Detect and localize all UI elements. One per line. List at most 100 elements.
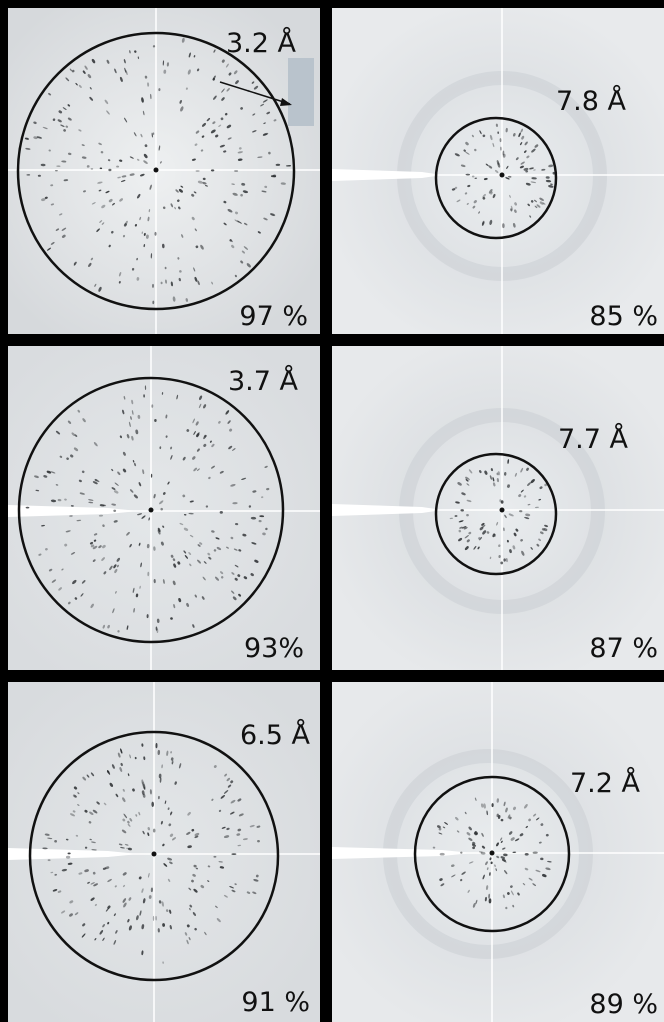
diffraction-spot (533, 169, 536, 171)
diffraction-spot (479, 130, 482, 135)
diffraction-spot (519, 833, 524, 837)
diffraction-spot (156, 628, 159, 634)
diffraction-spot (197, 559, 201, 564)
diffraction-spot (58, 110, 63, 114)
diffraction-spot (162, 961, 164, 964)
diffraction-spot (134, 756, 137, 760)
diffraction-spot (124, 117, 128, 123)
diffraction-spot (123, 813, 128, 819)
diffraction-spot (246, 891, 251, 894)
diffraction-spot (149, 184, 152, 190)
diffraction-spot (525, 170, 529, 173)
diffraction-spot (482, 196, 486, 200)
diffraction-spot (81, 470, 85, 474)
diffraction-spot (159, 161, 162, 164)
diffraction-spot (129, 543, 132, 548)
diffraction-spot (170, 203, 174, 208)
diffraction-spot (266, 487, 270, 491)
diffraction-spot (215, 134, 219, 138)
diffraction-spot (115, 930, 118, 934)
diffraction-spot (510, 208, 513, 212)
diffraction-spot (61, 910, 66, 914)
diffraction-spot (48, 149, 51, 152)
diffraction-spot (536, 543, 540, 547)
diffraction-spot (73, 786, 78, 790)
diffraction-spot (456, 199, 461, 203)
diffraction-spot (549, 183, 553, 186)
diffraction-spot (492, 477, 495, 482)
diffraction-spot (152, 828, 156, 833)
diffraction-spot (127, 823, 131, 827)
diffraction-spot (62, 107, 67, 111)
diffraction-spot (203, 434, 207, 440)
diffraction-spot (103, 571, 107, 575)
diffraction-spot (102, 524, 105, 528)
diffraction-spot (230, 536, 234, 540)
diffraction-spot (191, 828, 195, 832)
diffraction-spot (61, 227, 67, 231)
diffraction-spot (82, 418, 86, 423)
diffraction-spot (208, 476, 211, 480)
diffraction-spot (463, 149, 466, 152)
diffraction-spot (67, 420, 72, 424)
diffraction-spot (202, 177, 206, 181)
diffraction-spot (183, 550, 187, 554)
diffraction-spot (472, 903, 476, 908)
diffraction-spot (542, 874, 547, 878)
diffraction-spot (240, 107, 243, 110)
diffraction-spot (543, 528, 548, 532)
diffraction-spot (489, 219, 493, 225)
diffraction-spot (67, 862, 73, 865)
diffraction-spot (467, 184, 471, 188)
diffraction-spot (163, 863, 168, 867)
diffraction-spot (35, 489, 40, 492)
diffraction-spot (528, 877, 533, 881)
diffraction-spot (486, 810, 489, 816)
diffraction-spot (133, 462, 137, 467)
diffraction-spot (468, 826, 472, 831)
diffraction-spot (194, 276, 198, 282)
diffraction-spot (545, 179, 552, 183)
diffraction-spot (173, 604, 176, 609)
diffraction-spot (127, 847, 133, 851)
diffraction-spot (220, 576, 224, 579)
diffraction-spot (161, 391, 164, 395)
diffraction-spot (547, 860, 552, 863)
diffraction-spot (458, 520, 463, 523)
diffraction-spot (238, 147, 242, 150)
diffraction-spot (54, 840, 58, 843)
diffraction-spot (195, 170, 200, 172)
diffraction-spot (54, 170, 58, 172)
diffraction-spot (195, 867, 199, 870)
diffraction-spot (512, 904, 515, 908)
diffraction-spot (119, 198, 123, 202)
diffraction-spot (226, 124, 232, 129)
diffraction-spot (132, 788, 135, 792)
diffraction-spot (492, 482, 496, 487)
diffraction-spot (471, 843, 477, 847)
diffraction-spot (90, 257, 94, 261)
diffraction-spot (530, 200, 534, 203)
diffraction-spot (460, 164, 466, 168)
diffraction-spot (203, 404, 207, 409)
diffraction-spot (216, 918, 221, 923)
diffraction-spot (219, 511, 223, 514)
diffraction-spot (115, 793, 119, 798)
diffraction-spot (60, 124, 65, 127)
diffraction-spot (262, 532, 266, 536)
diffraction-spot (257, 840, 260, 843)
diffraction-spot (524, 516, 530, 520)
diffraction-spot (162, 525, 165, 528)
diffraction-spot (78, 479, 82, 483)
diffraction-spot (548, 185, 554, 188)
diffraction-spot (150, 93, 152, 100)
diffraction-spot (511, 890, 514, 896)
diffraction-spot (91, 202, 96, 205)
diffraction-spot (135, 814, 138, 817)
diffraction-spot (107, 159, 111, 162)
diffraction-spot (179, 99, 182, 104)
diffraction-spot (223, 790, 229, 794)
diffraction-spot (172, 580, 176, 586)
diffraction-spot (186, 924, 190, 928)
diffraction-spot (527, 482, 531, 486)
